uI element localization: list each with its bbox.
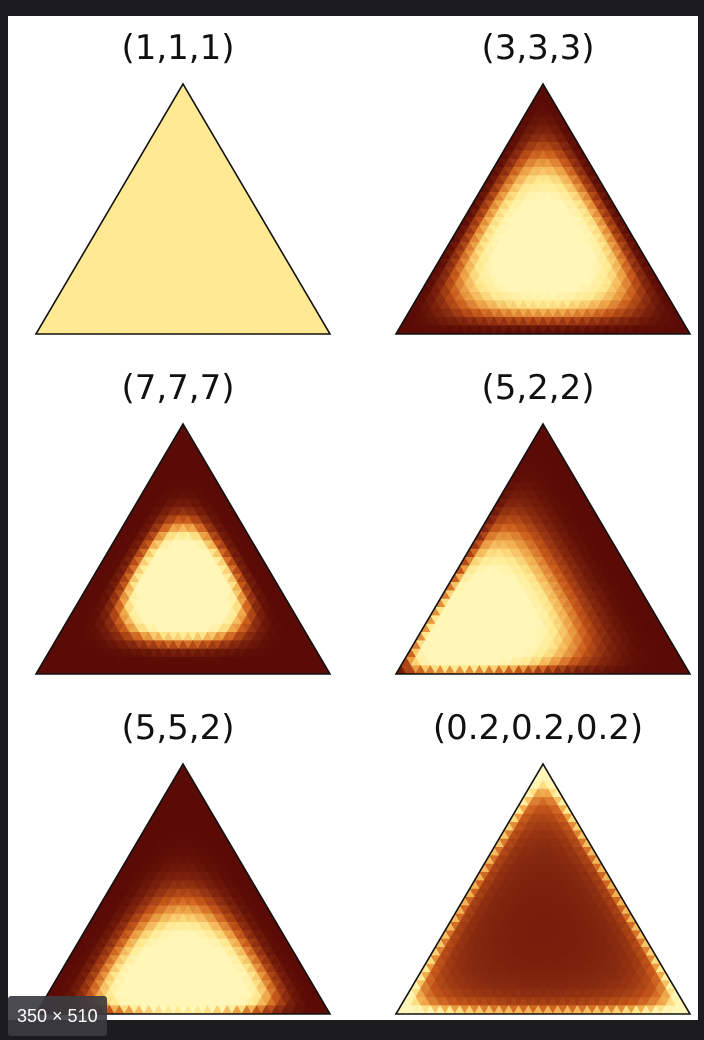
ternary-density-plot xyxy=(394,422,692,675)
ternary-density-plot xyxy=(34,762,332,1015)
density-cells xyxy=(395,83,691,335)
density-cells xyxy=(35,83,331,335)
simplex-outline xyxy=(394,422,692,675)
density-cells xyxy=(35,423,331,675)
simplex-outline xyxy=(34,762,332,1015)
ternary-density-plot xyxy=(34,422,332,675)
density-cells xyxy=(35,763,331,1015)
density-cells xyxy=(395,763,691,1015)
density-cells xyxy=(395,423,691,675)
ternary-density-plot xyxy=(394,82,692,335)
chart-figure: (1,1,1) (3,3,3) (7,7,7) (5,2,2) (5,5,2) … xyxy=(8,16,698,1020)
simplex-outline xyxy=(394,82,692,335)
panel-title: (7,7,7) xyxy=(121,368,235,408)
panel-title: (0.2,0.2,0.2) xyxy=(432,708,644,748)
ternary-density-plot xyxy=(394,762,692,1015)
panel-title: (5,2,2) xyxy=(481,368,595,408)
ternary-density-plot xyxy=(34,82,332,335)
panel-title: (3,3,3) xyxy=(481,28,595,68)
simplex-outline xyxy=(34,422,332,675)
simplex-outline xyxy=(34,82,332,335)
panel-title: (5,5,2) xyxy=(121,708,235,748)
panel-title: (1,1,1) xyxy=(121,28,235,68)
